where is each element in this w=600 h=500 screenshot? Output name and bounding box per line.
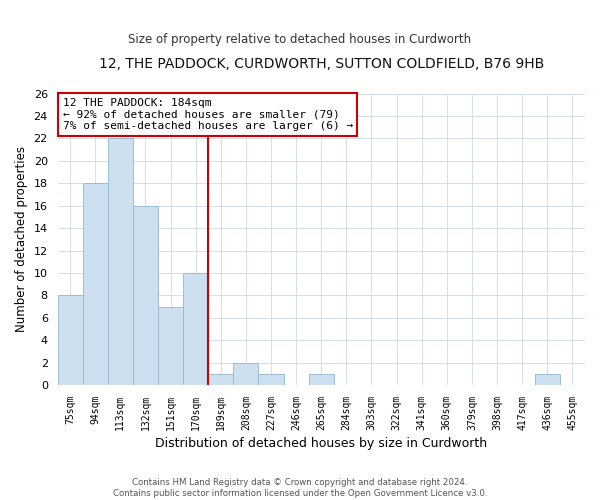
Y-axis label: Number of detached properties: Number of detached properties	[15, 146, 28, 332]
Bar	[309, 374, 334, 385]
Text: Size of property relative to detached houses in Curdworth: Size of property relative to detached ho…	[128, 32, 472, 46]
Bar	[158, 306, 183, 385]
Title: 12, THE PADDOCK, CURDWORTH, SUTTON COLDFIELD, B76 9HB: 12, THE PADDOCK, CURDWORTH, SUTTON COLDF…	[98, 58, 544, 71]
Bar	[233, 362, 259, 385]
Text: 12 THE PADDOCK: 184sqm
← 92% of detached houses are smaller (79)
7% of semi-deta: 12 THE PADDOCK: 184sqm ← 92% of detached…	[63, 98, 353, 131]
Bar	[208, 374, 233, 385]
Bar	[133, 206, 158, 385]
X-axis label: Distribution of detached houses by size in Curdworth: Distribution of detached houses by size …	[155, 437, 487, 450]
Bar	[83, 183, 108, 385]
Bar	[108, 138, 133, 385]
Text: Contains HM Land Registry data © Crown copyright and database right 2024.
Contai: Contains HM Land Registry data © Crown c…	[113, 478, 487, 498]
Bar	[183, 273, 208, 385]
Bar	[58, 296, 83, 385]
Bar	[535, 374, 560, 385]
Bar	[259, 374, 284, 385]
